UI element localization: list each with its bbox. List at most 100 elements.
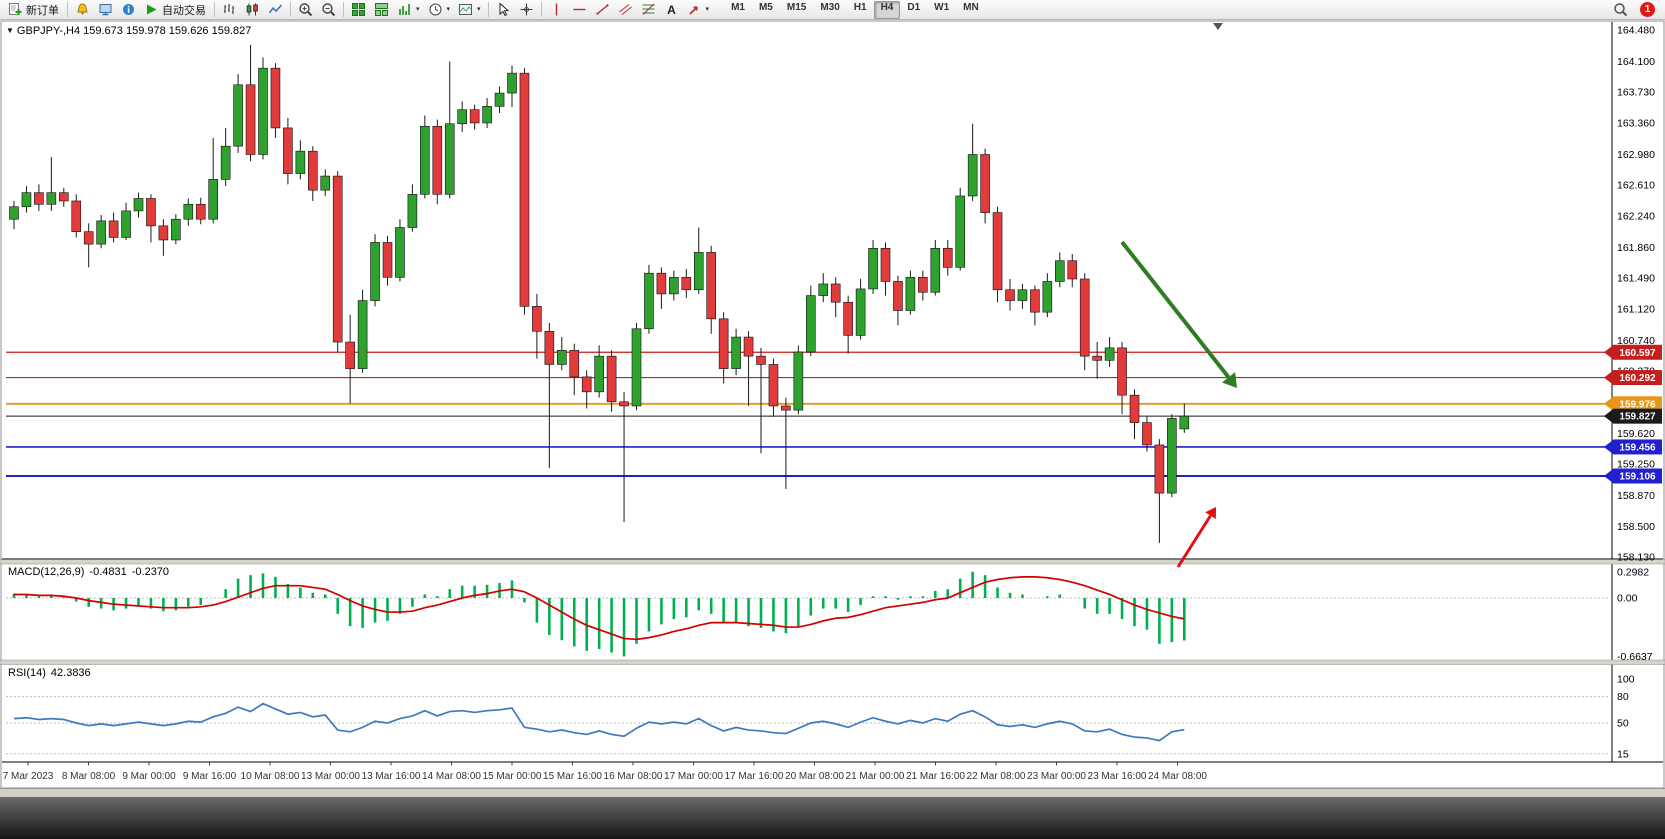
autotrading-button[interactable]: 自动交易	[140, 1, 211, 19]
candle-body	[245, 84, 256, 155]
candle-body	[494, 92, 505, 107]
macd-axis-label: -0.6637	[1617, 651, 1653, 663]
bullish-arrow-head[interactable]	[1205, 507, 1216, 519]
timeframe-button-m1[interactable]: M1	[731, 1, 745, 13]
pane-splitter-rsi[interactable]	[0, 659, 1665, 665]
collapse-icon[interactable]: ▼	[6, 26, 14, 35]
candle-body	[220, 145, 231, 180]
notification-count: 1	[1644, 4, 1651, 15]
rsi-line	[13, 702, 1185, 742]
candle-body	[283, 127, 293, 174]
price-tag	[1613, 370, 1662, 386]
market-watch-button[interactable]	[94, 1, 117, 19]
price-axis-label: 162.610	[1617, 180, 1655, 192]
timeframe-button-m15[interactable]: M15	[786, 1, 807, 13]
candle-body	[644, 272, 654, 330]
timeframe-button-d1[interactable]: D1	[907, 1, 921, 13]
channel-button[interactable]	[614, 1, 637, 19]
price-tag-label: 160.292	[1619, 373, 1656, 384]
time-axis-label: 13 Mar 00:00	[301, 771, 360, 782]
timeframe-button-h1[interactable]: H1	[853, 1, 867, 13]
time-axis-label: 9 Mar 16:00	[183, 771, 237, 782]
rsi-value: 42.3836	[50, 667, 91, 679]
candle-body	[270, 67, 281, 129]
candle-body	[332, 175, 343, 343]
candle-body	[370, 242, 380, 301]
candle-body	[669, 277, 679, 295]
time-axis-label: 13 Mar 16:00	[362, 771, 421, 782]
cascade-windows-button[interactable]	[370, 1, 393, 19]
chart-header: ▼ GBPJPY-,H4 159.673 159.978 159.626 159.…	[6, 25, 251, 37]
candle-body	[706, 252, 717, 320]
indicators-button[interactable]: ▾	[393, 1, 424, 19]
candle-body	[357, 300, 368, 369]
price-tag-pointer	[1604, 409, 1613, 424]
macd-axis-label: 0.2982	[1617, 566, 1649, 578]
search-button[interactable]	[1609, 1, 1632, 19]
price-tag-label: 159.106	[1619, 471, 1656, 482]
candle-body	[233, 84, 243, 147]
bearish-arrow-shaft[interactable]	[1120, 240, 1231, 379]
chart-shift-marker[interactable]	[1213, 23, 1223, 30]
price-level-lines[interactable]	[6, 351, 1612, 477]
candle-body	[208, 179, 218, 220]
candle-body	[1117, 347, 1127, 396]
rsi-pane-label: RSI(14) 42.3836	[8, 667, 91, 679]
price-axis-label: 162.240	[1617, 210, 1655, 222]
candle-body	[21, 192, 32, 208]
price-axis-label: 161.120	[1617, 303, 1655, 315]
toolbar-separator	[290, 2, 291, 17]
price-axis-label: 158.870	[1617, 490, 1655, 502]
time-axis-label: 8 Mar 08:00	[62, 771, 116, 782]
zoom-out-button[interactable]	[317, 1, 340, 19]
notification-badge[interactable]: 1	[1640, 2, 1655, 17]
dropdown-caret-icon: ▾	[416, 6, 420, 13]
cursor-icon	[496, 2, 511, 17]
vertical-line-button[interactable]	[545, 1, 568, 19]
candle-body	[743, 336, 754, 357]
time-scale[interactable]: 7 Mar 2023 8 Mar 08:00 9 Mar 00:00 9 Mar 16…	[3, 762, 1208, 782]
candle-body	[258, 67, 268, 155]
grid2-icon	[374, 2, 389, 17]
price-scale[interactable]: 164.480 164.100 163.730 163.360 162.980 162.6…	[1604, 25, 1662, 761]
price-axis-label: 159.620	[1617, 428, 1655, 440]
candle-body	[631, 328, 642, 407]
timeframe-button-mn[interactable]: MN	[963, 1, 979, 13]
tile-windows-button[interactable]	[347, 1, 370, 19]
text-button[interactable]: A	[660, 1, 683, 19]
fibonacci-button[interactable]	[637, 1, 660, 19]
candle-body	[1129, 394, 1140, 423]
bearish-arrow-head[interactable]	[1221, 372, 1237, 388]
time-axis-label: 20 Mar 08:00	[785, 771, 844, 782]
candle-body	[830, 283, 841, 303]
timeframe-button-m5[interactable]: M5	[758, 1, 773, 13]
timeframe-button-m30[interactable]: M30	[820, 1, 840, 13]
alerts-button[interactable]	[71, 1, 94, 19]
timeframe-button-h4[interactable]: H4	[873, 0, 901, 19]
bullish-arrow-shaft[interactable]	[1176, 514, 1212, 568]
arrows-button[interactable]: ▾	[683, 1, 714, 19]
periods-button[interactable]: ▾	[424, 1, 455, 19]
candle-body	[880, 247, 891, 282]
candle-body	[606, 355, 617, 403]
text-icon: A	[664, 2, 679, 17]
candle-body	[469, 109, 480, 124]
timeframe-button-w1[interactable]: W1	[934, 1, 950, 13]
candle-chart-button[interactable]	[241, 1, 264, 19]
cursor-button[interactable]	[492, 1, 515, 19]
line-chart-button[interactable]	[264, 1, 287, 19]
trendline-button[interactable]	[591, 1, 614, 19]
horizontal-line-button[interactable]	[568, 1, 591, 19]
zoom-in-button[interactable]	[294, 1, 317, 19]
pane-splitter-macd[interactable]	[0, 559, 1665, 565]
time-axis-label: 9 Mar 00:00	[122, 771, 176, 782]
templates-button[interactable]: ▾	[454, 1, 485, 19]
info-button[interactable]	[117, 1, 140, 19]
crosshair-button[interactable]	[515, 1, 538, 19]
new-order-button[interactable]: 新订单	[4, 1, 64, 19]
arrow-annotations[interactable]	[1120, 240, 1237, 568]
bar-chart-button[interactable]	[218, 1, 241, 19]
price-axis-label: 163.360	[1617, 117, 1655, 129]
price-tag-pointer	[1604, 396, 1613, 411]
